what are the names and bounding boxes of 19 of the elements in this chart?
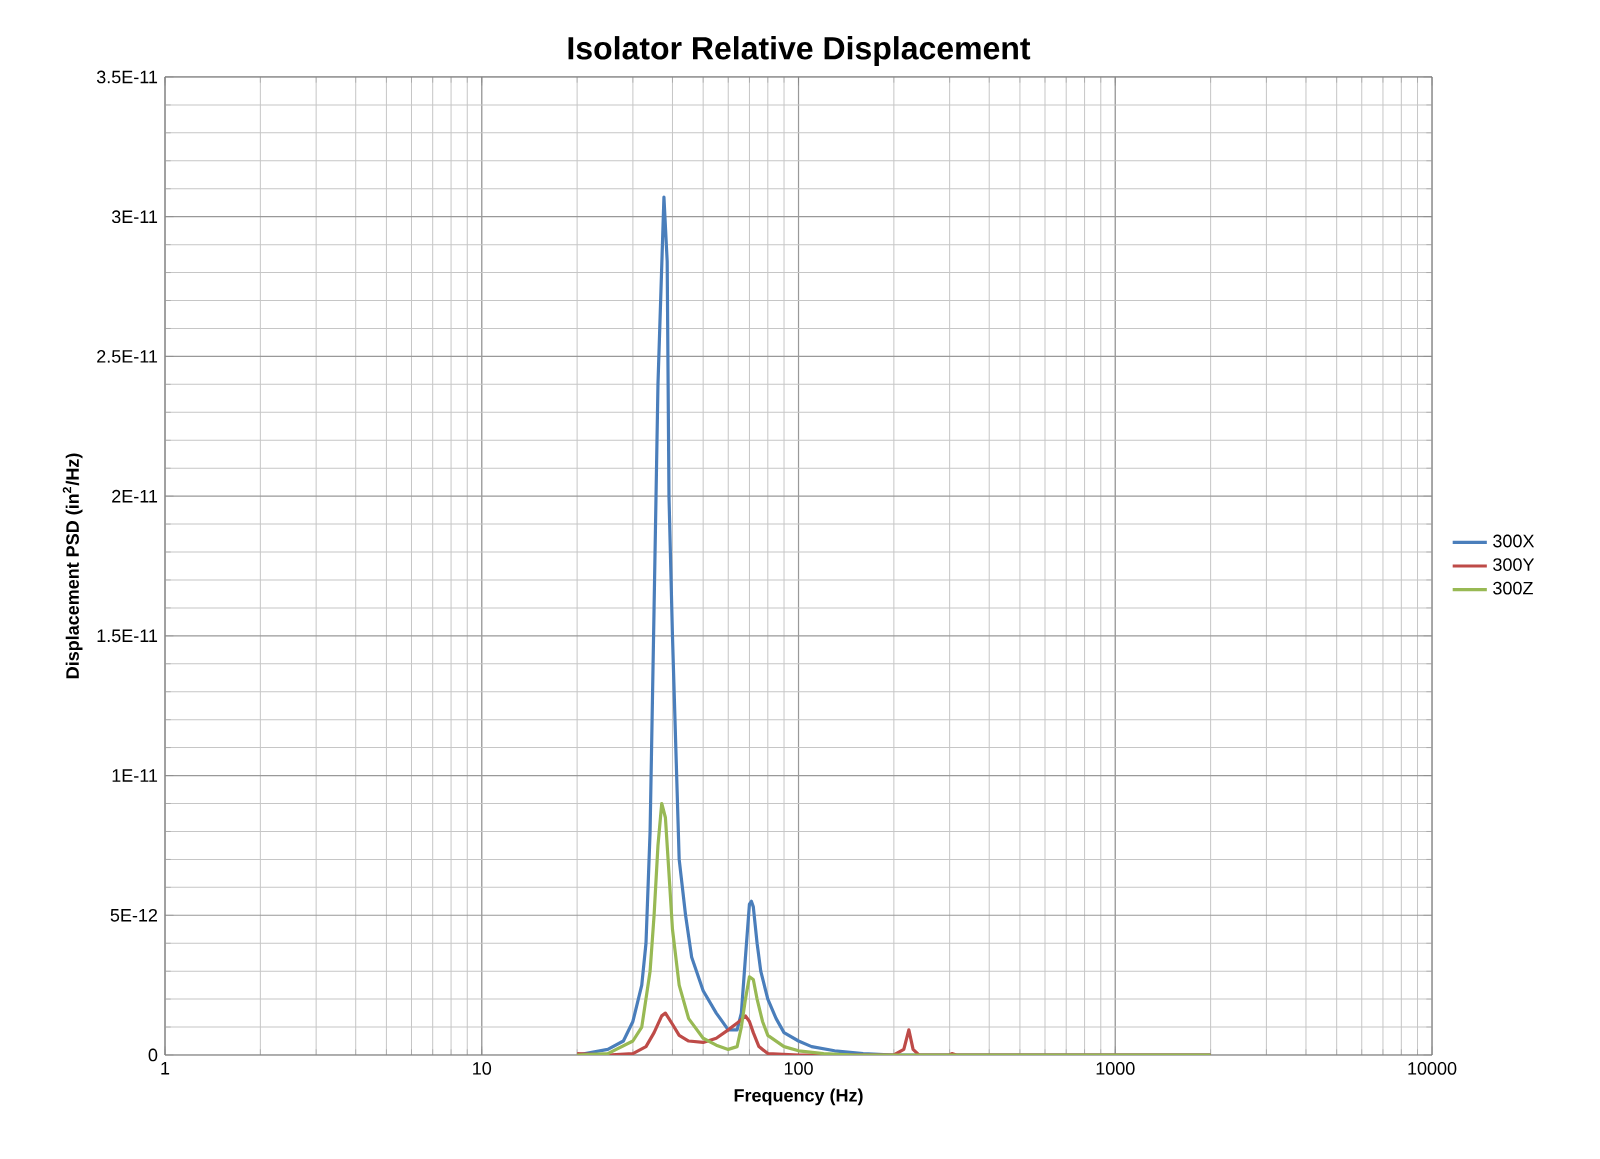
y-tick-label: 5E-12 (110, 908, 158, 922)
y-tick-label: 1.5E-11 (97, 629, 158, 643)
legend-label: 300Y (1493, 558, 1535, 571)
text: Displacement PSD (in$^{2}$/Hz) (62, 453, 83, 679)
x-tick-label: 10000 (1408, 1062, 1457, 1075)
x-tick-label: 100 (784, 1062, 813, 1075)
y-tick-label: 2.5E-11 (97, 350, 158, 363)
x-axis-title: Frequency (Hz) (734, 1088, 863, 1106)
y-tick-label: 3E-11 (111, 210, 158, 224)
legend-label: 300Z (1493, 581, 1533, 595)
y-tick-label: 2E-11 (112, 489, 158, 503)
legend-label: 300X (1493, 534, 1535, 548)
x-tick-label: 10 (473, 1062, 492, 1075)
y-tick-label: 3.5E-11 (96, 70, 158, 84)
chart-title: Isolator Relative Displacement (568, 36, 1031, 66)
y-tick-label: 1E-11 (112, 769, 158, 782)
y-tick-label: 0 (148, 1048, 158, 1062)
x-tick-label: 1 (161, 1062, 170, 1075)
x-tick-label: 1000 (1096, 1062, 1135, 1075)
